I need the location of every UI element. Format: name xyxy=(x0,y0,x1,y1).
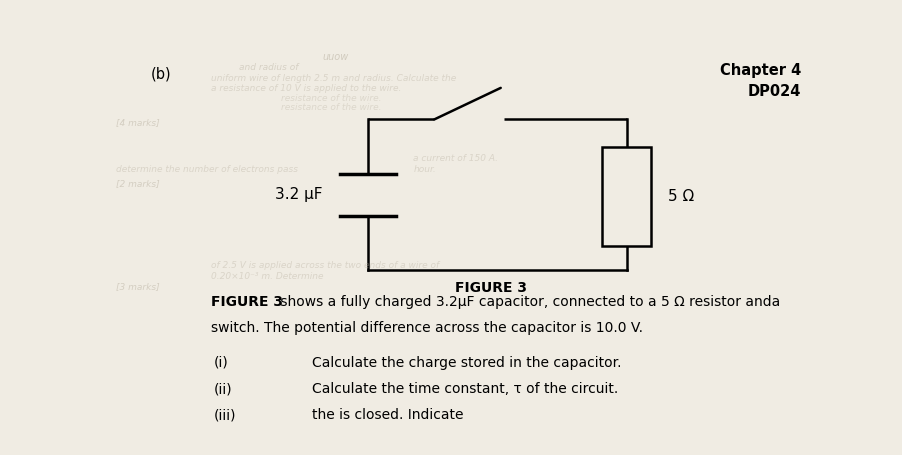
Text: resistance of the wire.: resistance of the wire. xyxy=(281,94,381,103)
Text: and radius of: and radius of xyxy=(238,63,298,72)
Text: (iii): (iii) xyxy=(214,409,236,422)
Text: [3 marks]: [3 marks] xyxy=(116,283,160,291)
Bar xyxy=(603,147,651,246)
Text: DP024: DP024 xyxy=(748,84,801,99)
Text: Chapter 4: Chapter 4 xyxy=(720,63,801,78)
Text: 5 Ω: 5 Ω xyxy=(668,189,695,204)
Text: Calculate the charge stored in the capacitor.: Calculate the charge stored in the capac… xyxy=(312,356,621,370)
Text: switch. The potential difference across the capacitor is 10.0 V.: switch. The potential difference across … xyxy=(211,321,642,335)
Text: 0.20×10⁻³ m. Determine: 0.20×10⁻³ m. Determine xyxy=(211,272,323,281)
Text: (ii): (ii) xyxy=(214,382,233,396)
Text: FIGURE 3: FIGURE 3 xyxy=(456,281,528,294)
Text: a current of 150 A.: a current of 150 A. xyxy=(413,154,498,163)
Text: Calculate the time constant, τ of the circuit.: Calculate the time constant, τ of the ci… xyxy=(312,382,618,396)
Text: hour.: hour. xyxy=(413,165,436,174)
Text: the is closed. Indicate: the is closed. Indicate xyxy=(312,409,464,422)
Text: (i): (i) xyxy=(214,356,229,370)
Text: resistance of the wire.: resistance of the wire. xyxy=(281,103,381,112)
Text: a resistance of 10 V is applied to the wire.: a resistance of 10 V is applied to the w… xyxy=(211,84,401,93)
Text: [2 marks]: [2 marks] xyxy=(116,179,160,188)
Text: determine the number of electrons pass: determine the number of electrons pass xyxy=(116,165,299,174)
Text: shows a fully charged 3.2μF capacitor, connected to a 5 Ω resistor anda: shows a fully charged 3.2μF capacitor, c… xyxy=(276,294,780,308)
Text: [4 marks]: [4 marks] xyxy=(116,118,160,126)
Text: FIGURE 3: FIGURE 3 xyxy=(211,294,282,308)
Text: (b): (b) xyxy=(152,67,171,82)
Text: 3.2 μF: 3.2 μF xyxy=(275,187,323,202)
Text: uniform wire of length 2.5 m and radius. Calculate the: uniform wire of length 2.5 m and radius.… xyxy=(211,74,456,83)
Text: uuow: uuow xyxy=(323,52,349,62)
Text: of 2.5 V is applied across the two ends of a wire of: of 2.5 V is applied across the two ends … xyxy=(211,261,438,270)
